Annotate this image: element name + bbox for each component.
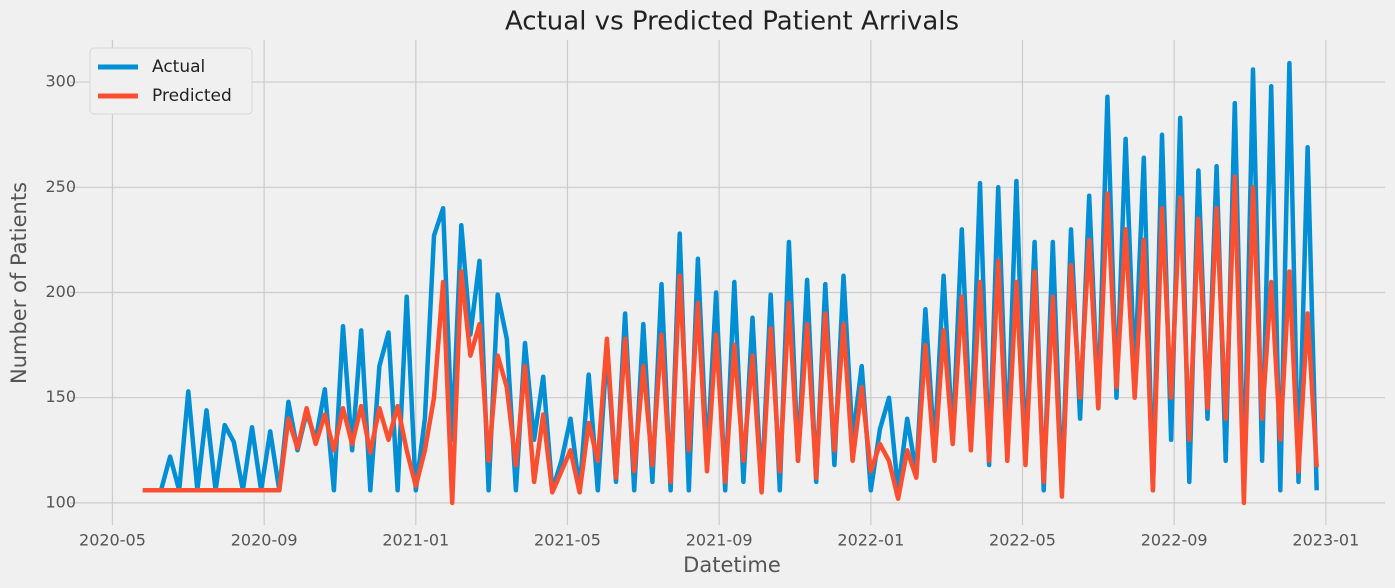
- y-tick-label: 200: [45, 282, 76, 301]
- x-tick-label: 2021-01: [382, 531, 449, 550]
- grid: 100 150 200 250 300 2020-05 2020-09 2021-01 2021…: [45, 40, 1385, 550]
- x-tick-label: 2022-09: [1141, 531, 1208, 550]
- x-axis-label: Datetime: [683, 553, 781, 577]
- x-tick-label: 2020-05: [79, 531, 146, 550]
- x-tick-label: 2022-01: [837, 531, 904, 550]
- y-tick-label: 300: [45, 72, 76, 91]
- y-tick-label: 100: [45, 492, 76, 511]
- legend-label: Predicted: [152, 86, 232, 106]
- chart-title: Actual vs Predicted Patient Arrivals: [505, 7, 959, 37]
- x-tick-label: 2023-01: [1292, 531, 1359, 550]
- y-tick-label: 150: [45, 387, 76, 406]
- legend: Actual Predicted: [89, 47, 253, 115]
- x-tick-label: 2021-05: [534, 531, 601, 550]
- data-line: [142, 174, 1319, 506]
- x-tick-label: 2021-09: [686, 531, 753, 550]
- y-axis-label: Number of Patients: [7, 182, 31, 384]
- legend-label: Actual: [152, 57, 205, 77]
- y-tick-label: 250: [45, 177, 76, 196]
- x-tick-label: 2022-05: [989, 531, 1056, 550]
- plot: [142, 60, 1319, 506]
- x-tick-label: 2020-09: [231, 531, 298, 550]
